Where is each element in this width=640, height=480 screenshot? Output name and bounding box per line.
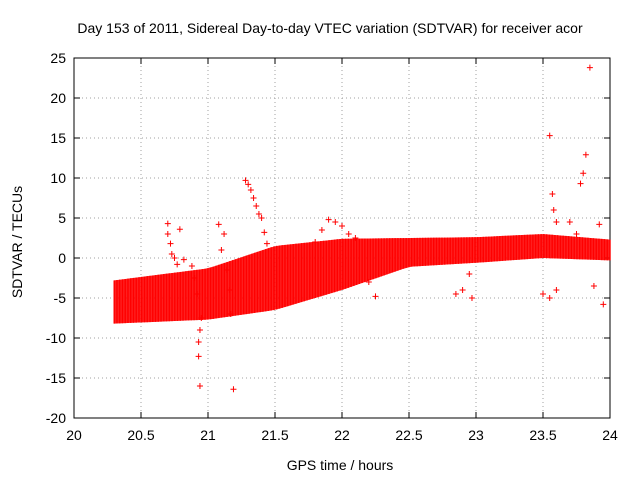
data-point [261, 229, 268, 236]
data-point [188, 263, 195, 269]
data-point [332, 219, 339, 225]
data-point [546, 132, 553, 139]
data-point [221, 231, 228, 237]
data-point [540, 291, 546, 297]
chart-title: Day 153 of 2011, Sidereal Day-to-day VTE… [77, 20, 583, 36]
y-tick-label: -15 [46, 370, 66, 386]
x-tick-label: 20.5 [127, 427, 154, 443]
y-tick-label: -5 [54, 290, 67, 306]
data-point [196, 327, 203, 333]
data-point [255, 211, 262, 217]
data-point [196, 383, 203, 389]
data-point [600, 301, 607, 308]
data-point [580, 170, 587, 177]
x-tick-label: 23.5 [529, 427, 556, 443]
data-point [230, 386, 237, 393]
data-point [250, 195, 257, 201]
data-point [174, 261, 181, 268]
data-point [226, 287, 233, 293]
x-tick-label: 21 [200, 427, 216, 443]
data-point [195, 353, 202, 360]
data-point [573, 231, 580, 237]
data-point [546, 295, 553, 301]
data-point [468, 295, 475, 301]
x-tick-label: 20 [66, 427, 82, 443]
data-point [223, 267, 230, 273]
data-point [466, 271, 473, 277]
y-tick-label: 5 [58, 210, 66, 226]
data-point [168, 251, 175, 257]
data-point [312, 239, 319, 245]
x-tick-label: 23 [468, 427, 484, 443]
y-tick-label: 0 [58, 250, 66, 266]
y-tick-label: -10 [46, 330, 66, 346]
x-axis-title: GPS time / hours [287, 457, 394, 473]
data-point [550, 207, 557, 213]
x-tick-label: 24 [602, 427, 618, 443]
data-point [247, 187, 254, 193]
data-point [180, 256, 187, 263]
data-marks [113, 64, 611, 393]
y-axis-title: SDTVAR / TECUs [9, 186, 25, 298]
y-tick-label: 10 [50, 170, 66, 186]
data-point [325, 216, 332, 223]
data-point [245, 181, 252, 188]
data-point [195, 339, 202, 345]
data-point [339, 223, 345, 229]
data-point [345, 231, 352, 237]
data-point [164, 220, 171, 227]
data-point [218, 247, 225, 253]
data-point [253, 203, 260, 209]
data-point [372, 293, 379, 300]
data-point [242, 177, 249, 184]
data-point [263, 240, 270, 247]
data-point [459, 287, 466, 293]
data-point [553, 287, 560, 293]
data-point [596, 221, 603, 228]
data-point [586, 64, 593, 71]
data-point [318, 227, 325, 233]
data-point [452, 291, 459, 297]
x-tick-label: 22 [334, 427, 350, 443]
data-point [590, 283, 597, 289]
y-tick-label: 25 [50, 50, 66, 66]
x-tick-label: 22.5 [395, 427, 422, 443]
y-tick-label: -20 [46, 410, 66, 426]
data-point [164, 231, 171, 237]
data-point [549, 191, 556, 197]
data-point [582, 151, 589, 158]
data-point [352, 235, 359, 241]
data-point [171, 255, 178, 261]
data-point [176, 226, 183, 233]
data-point [258, 215, 265, 221]
data-point [215, 221, 222, 228]
data-point [198, 315, 205, 321]
axes: 20 20.5 21 21.5 22 22.5 23 23.5 24 -20 -15 -10 -5 0 5 1… [46, 50, 618, 443]
y-tick-label: 20 [50, 90, 66, 106]
data-point [227, 311, 234, 317]
data-point [191, 275, 198, 281]
data-point [194, 291, 201, 297]
data-point [553, 219, 560, 225]
data-point [365, 279, 372, 285]
data-point [577, 180, 584, 187]
data-point [566, 219, 573, 225]
data-point [167, 240, 174, 247]
x-tick-label: 21.5 [261, 427, 288, 443]
y-tick-label: 15 [50, 130, 66, 146]
